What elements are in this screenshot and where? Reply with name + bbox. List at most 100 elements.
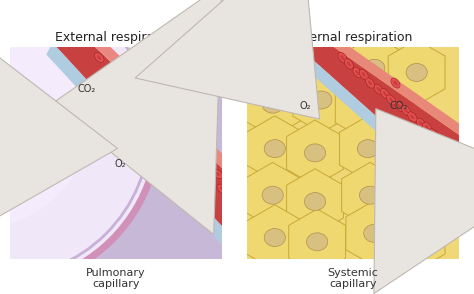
Polygon shape	[346, 201, 403, 266]
Ellipse shape	[317, 55, 338, 73]
Ellipse shape	[391, 78, 400, 88]
Ellipse shape	[131, 57, 136, 62]
Ellipse shape	[353, 97, 374, 115]
Ellipse shape	[220, 152, 241, 170]
Ellipse shape	[353, 67, 362, 78]
Ellipse shape	[109, 66, 114, 71]
Ellipse shape	[440, 138, 444, 143]
Ellipse shape	[393, 81, 398, 86]
Ellipse shape	[362, 72, 366, 77]
Polygon shape	[289, 209, 346, 275]
Ellipse shape	[383, 91, 387, 96]
Ellipse shape	[446, 142, 451, 147]
Ellipse shape	[132, 89, 142, 98]
Polygon shape	[388, 40, 445, 105]
Ellipse shape	[128, 55, 138, 65]
Ellipse shape	[338, 52, 347, 63]
Polygon shape	[251, 25, 308, 91]
Ellipse shape	[97, 55, 101, 60]
Polygon shape	[335, 74, 392, 139]
Polygon shape	[294, 43, 470, 199]
Ellipse shape	[209, 168, 214, 172]
Ellipse shape	[311, 91, 332, 109]
Ellipse shape	[215, 172, 220, 176]
Ellipse shape	[365, 78, 374, 88]
Ellipse shape	[183, 140, 188, 144]
Polygon shape	[339, 116, 396, 181]
Ellipse shape	[171, 102, 176, 106]
Polygon shape	[293, 67, 350, 133]
Ellipse shape	[141, 98, 146, 102]
Polygon shape	[202, 35, 259, 101]
Ellipse shape	[359, 69, 368, 80]
Polygon shape	[342, 162, 399, 228]
Ellipse shape	[139, 95, 148, 105]
Ellipse shape	[380, 88, 390, 99]
Ellipse shape	[368, 81, 372, 86]
Text: Systemic
capillary: Systemic capillary	[328, 268, 379, 289]
Text: O₂: O₂	[115, 159, 126, 169]
Ellipse shape	[364, 59, 385, 77]
Ellipse shape	[406, 228, 427, 247]
Ellipse shape	[185, 144, 195, 153]
Ellipse shape	[444, 139, 453, 149]
Ellipse shape	[177, 134, 182, 138]
Ellipse shape	[408, 112, 417, 122]
Ellipse shape	[419, 121, 423, 126]
Ellipse shape	[357, 140, 379, 158]
Ellipse shape	[220, 59, 241, 77]
Ellipse shape	[262, 95, 283, 113]
Ellipse shape	[347, 61, 351, 66]
Ellipse shape	[217, 184, 227, 194]
Ellipse shape	[192, 123, 197, 128]
Polygon shape	[388, 205, 445, 270]
Ellipse shape	[359, 186, 381, 204]
Ellipse shape	[416, 118, 426, 128]
Ellipse shape	[206, 165, 217, 174]
Ellipse shape	[163, 119, 167, 123]
Ellipse shape	[196, 152, 206, 162]
Ellipse shape	[94, 53, 104, 63]
Text: CO₂: CO₂	[77, 83, 96, 93]
Polygon shape	[244, 71, 301, 137]
Ellipse shape	[340, 55, 345, 60]
Ellipse shape	[118, 74, 123, 79]
Ellipse shape	[406, 186, 427, 204]
Ellipse shape	[167, 125, 172, 130]
Ellipse shape	[423, 122, 432, 133]
Ellipse shape	[389, 98, 393, 102]
Ellipse shape	[438, 135, 447, 145]
Ellipse shape	[116, 72, 125, 81]
Ellipse shape	[431, 131, 436, 136]
Polygon shape	[388, 162, 445, 228]
Ellipse shape	[135, 91, 140, 96]
Ellipse shape	[429, 129, 438, 139]
Ellipse shape	[364, 224, 385, 242]
Title: External respiration: External respiration	[55, 31, 178, 44]
Circle shape	[0, 6, 90, 228]
Ellipse shape	[374, 84, 383, 94]
Ellipse shape	[450, 148, 455, 153]
Polygon shape	[46, 43, 233, 249]
Ellipse shape	[219, 187, 224, 191]
Ellipse shape	[205, 161, 210, 166]
Polygon shape	[287, 169, 344, 234]
Ellipse shape	[199, 155, 203, 159]
Text: O₂: O₂	[299, 101, 311, 111]
Polygon shape	[299, 31, 356, 97]
Ellipse shape	[174, 131, 185, 141]
Polygon shape	[292, 43, 470, 209]
Ellipse shape	[124, 83, 129, 87]
Ellipse shape	[143, 101, 153, 111]
Ellipse shape	[401, 106, 410, 116]
Ellipse shape	[190, 121, 200, 130]
Ellipse shape	[304, 144, 326, 162]
Ellipse shape	[213, 169, 223, 179]
Ellipse shape	[454, 148, 464, 158]
Ellipse shape	[107, 64, 117, 73]
Text: CO₂: CO₂	[389, 101, 407, 111]
Ellipse shape	[156, 113, 161, 117]
Polygon shape	[287, 120, 344, 186]
Polygon shape	[202, 213, 259, 279]
Ellipse shape	[188, 146, 192, 151]
